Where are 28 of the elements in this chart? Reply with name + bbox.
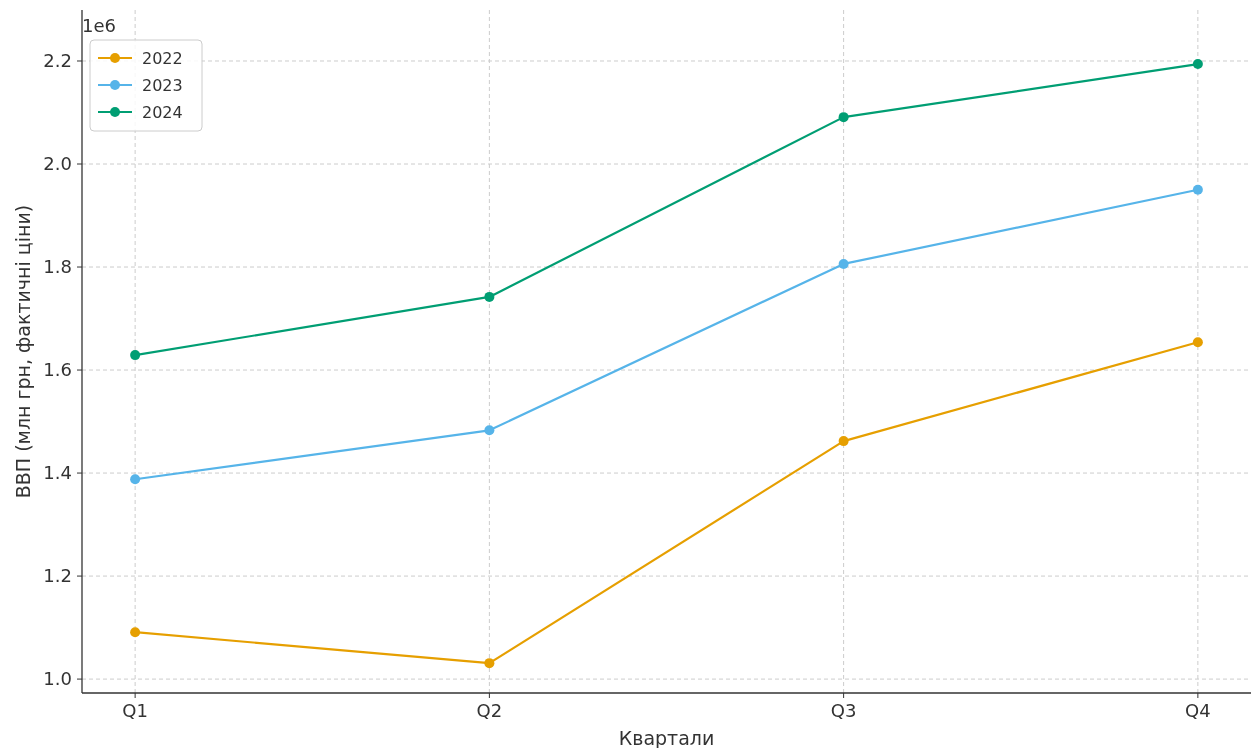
y-tick-label: 1.4 <box>43 462 72 484</box>
point <box>484 291 495 302</box>
y-tick-label: 2.2 <box>43 49 72 71</box>
point <box>130 474 141 485</box>
legend-label: 2023 <box>142 76 183 95</box>
point <box>130 627 141 638</box>
point <box>838 436 849 447</box>
x-tick-label: Q2 <box>476 700 503 721</box>
point <box>838 258 849 269</box>
y-tick-label: 1.6 <box>43 359 72 381</box>
point <box>484 658 495 669</box>
x-tick-label: Q3 <box>830 700 857 721</box>
point <box>838 112 849 123</box>
y-tick-label: 2.0 <box>43 153 72 175</box>
point <box>1192 337 1203 348</box>
point <box>1192 59 1203 70</box>
point <box>484 425 495 436</box>
y-tick-label: 1.0 <box>43 668 72 690</box>
point <box>130 350 141 361</box>
x-tick-label: Q1 <box>122 700 148 721</box>
y-axis-title: ВВП (млн грн, фактичні ціни) <box>12 204 34 499</box>
legend-label: 2022 <box>142 49 183 68</box>
x-tick-label: Q4 <box>1185 700 1211 721</box>
y-tick-label: 1.2 <box>43 565 72 587</box>
annotation: 1e6 <box>82 15 116 36</box>
legend-label: 2024 <box>142 103 183 122</box>
point <box>1192 184 1203 195</box>
y-tick-label: 1.8 <box>43 256 72 278</box>
